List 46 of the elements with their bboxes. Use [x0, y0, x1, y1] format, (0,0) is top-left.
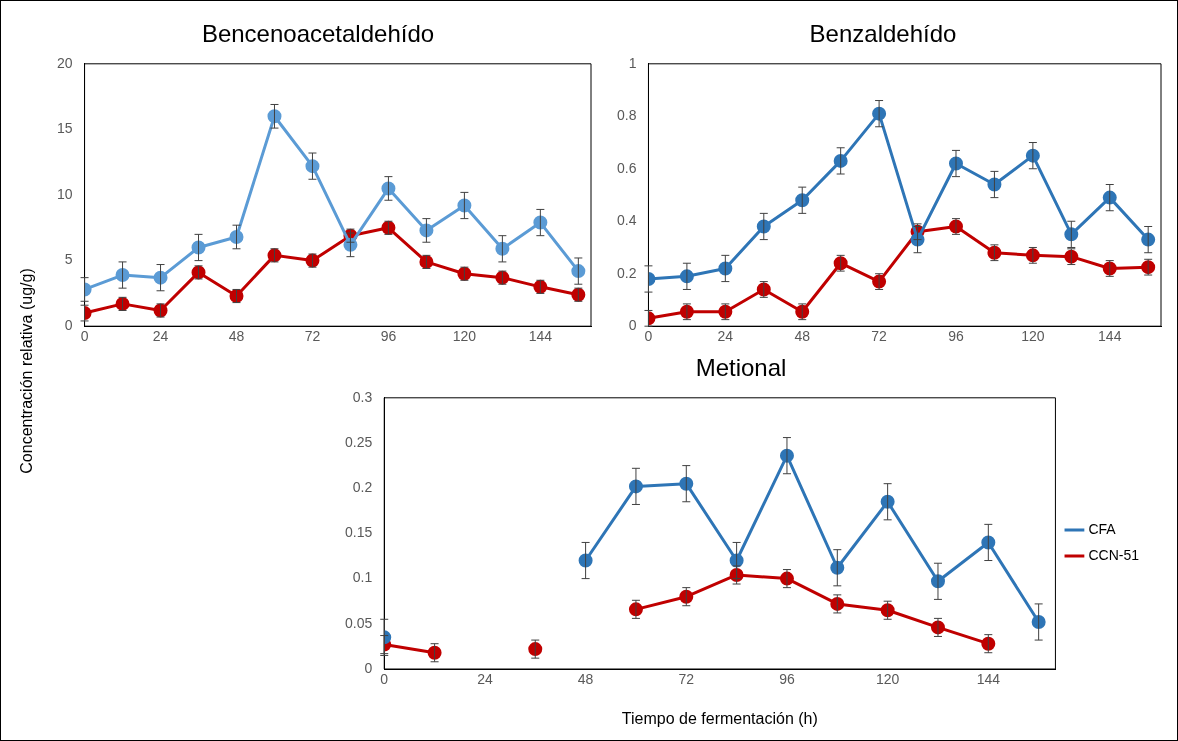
y-tick-label: 0.3 [352, 388, 373, 405]
x-axis-title: Tiempo de fermentación (h) [621, 709, 818, 727]
y-tick-label: 0.1 [352, 569, 373, 586]
x-tick-label: 96 [779, 671, 795, 688]
y-tick-label: 0.2 [616, 264, 637, 281]
y-tick-label: 0 [64, 317, 73, 334]
x-tick-label: 96 [948, 328, 964, 345]
x-tick-label: 48 [228, 328, 245, 345]
y-tick-label: 10 [56, 185, 73, 202]
chart-title: Metional [695, 354, 787, 382]
x-tick-label: 0 [644, 328, 653, 345]
x-tick-label: 48 [577, 671, 594, 688]
y-tick-label: 0.05 [345, 614, 373, 631]
x-tick-label: 72 [304, 328, 321, 345]
legend-label: CCN-51 [1088, 546, 1140, 563]
x-tick-label: 120 [452, 328, 477, 345]
x-tick-label: 0 [380, 671, 389, 688]
x-tick-label: 48 [794, 328, 811, 345]
y-tick-label: 0.25 [345, 433, 373, 450]
x-tick-label: 120 [1021, 328, 1045, 345]
x-tick-label: 144 [528, 328, 553, 345]
y-tick-label: 0.15 [345, 524, 373, 541]
chart-title: Benzaldehído [809, 20, 957, 48]
x-tick-label: 72 [871, 328, 888, 345]
y-tick-label: 0 [628, 317, 637, 334]
legend-label: CFA [1088, 520, 1117, 537]
y-axis-title: Concentración relativa (ug/g) [18, 268, 36, 474]
y-tick-label: 0.6 [616, 159, 637, 176]
x-tick-label: 24 [152, 328, 169, 345]
y-tick-label: 0.2 [352, 479, 373, 496]
x-tick-label: 72 [678, 671, 695, 688]
y-tick-label: 20 [56, 54, 73, 71]
y-tick-label: 0.8 [616, 107, 637, 124]
y-tick-label: 15 [56, 120, 73, 137]
x-tick-label: 120 [875, 671, 900, 688]
x-tick-label: 24 [477, 671, 493, 688]
y-tick-label: 0.4 [616, 212, 637, 229]
chart-title: Bencenoacetaldehído [201, 20, 435, 48]
x-tick-label: 144 [976, 671, 1001, 688]
x-tick-label: 96 [380, 328, 397, 345]
y-tick-label: 5 [64, 251, 73, 268]
x-tick-label: 0 [80, 328, 89, 345]
x-tick-label: 144 [1098, 328, 1122, 345]
y-tick-label: 1 [628, 54, 637, 71]
y-tick-label: 0 [364, 659, 373, 676]
x-tick-label: 24 [717, 328, 734, 345]
